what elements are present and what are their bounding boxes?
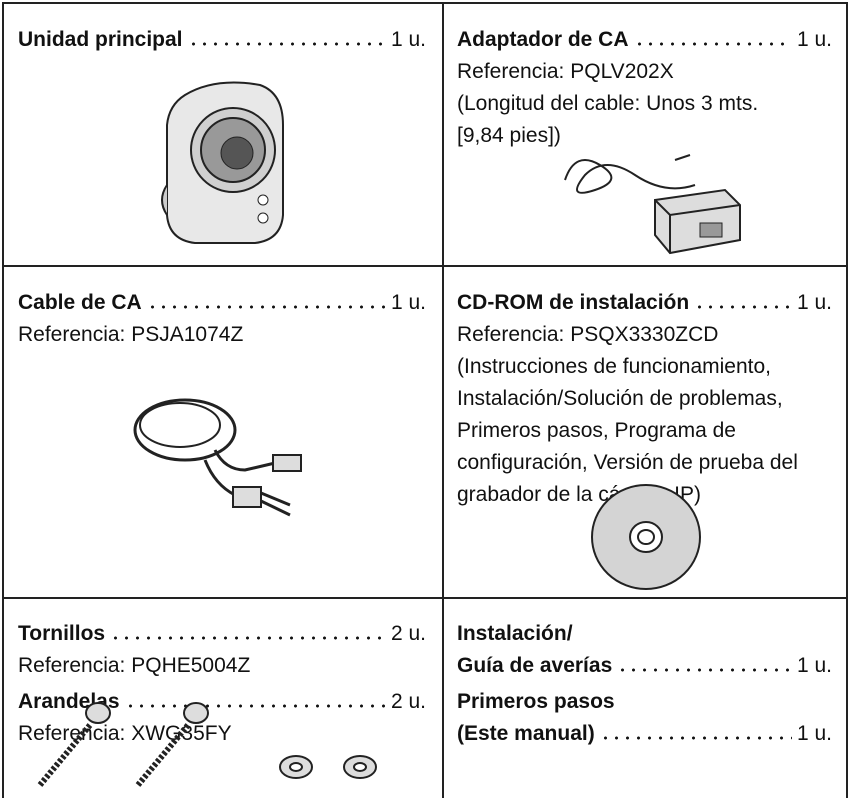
- border: [2, 2, 4, 798]
- item: Tornillos 2 u. Referencia: PQHE5004Z: [18, 618, 426, 682]
- cell: Instalación/Guía de averías 1 u. Primeros …: [457, 618, 832, 750]
- item-quantity: 2 u.: [390, 622, 426, 645]
- cell: Cable de CA 1 u. Referencia: PSJA1074Z: [18, 287, 426, 351]
- item-name: Guía de averías: [457, 654, 613, 677]
- cell: Adaptador de CA 1 u. Referencia: PQLV202X (…: [457, 24, 832, 152]
- dot-leader: [146, 295, 386, 309]
- item-quantity: 2 u.: [390, 690, 426, 713]
- item-quantity: 1 u.: [796, 28, 832, 51]
- item-heading: Primeros pasos: [457, 690, 615, 713]
- item: Cable de CA 1 u. Referencia: PSJA1074Z: [18, 287, 426, 351]
- border: [2, 597, 848, 599]
- item: Primeros pasos (Este manual) 1 u.: [457, 686, 832, 750]
- item: Unidad principal 1 u.: [18, 24, 426, 56]
- item-detail: Referencia: PSJA1074Z: [18, 323, 244, 346]
- item: Instalación/Guía de averías 1 u.: [457, 618, 832, 682]
- item-heading: Instalación/: [457, 622, 573, 645]
- cable-illustration: [133, 398, 302, 517]
- dot-leader: [694, 295, 792, 309]
- item-name: CD-ROM de instalación: [457, 291, 690, 314]
- item-detail: (Longitud del cable: Unos 3 mts.: [457, 92, 759, 115]
- border: [846, 2, 848, 798]
- dot-leader: [599, 726, 792, 740]
- dot-leader: [110, 626, 386, 640]
- item-quantity: 1 u.: [390, 28, 426, 51]
- cell: Unidad principal 1 u.: [18, 24, 426, 56]
- border: [2, 2, 848, 4]
- item-quantity: 1 u.: [796, 722, 832, 745]
- item-name: Tornillos: [18, 622, 106, 645]
- item-detail: Referencia: PQHE5004Z: [18, 654, 251, 677]
- item-detail: Instalación/Solución de problemas,: [457, 387, 783, 410]
- border: [2, 265, 848, 267]
- item-row: Guía de averías 1 u.: [457, 650, 832, 682]
- screws-illustration: [37, 702, 377, 787]
- item-row: Tornillos 2 u.: [18, 618, 426, 650]
- item-name: (Este manual): [457, 722, 595, 745]
- item-detail: configuración, Versión de prueba del: [457, 451, 798, 474]
- item-detail: Referencia: PSQX3330ZCD: [457, 323, 719, 346]
- item-quantity: 1 u.: [796, 291, 832, 314]
- item-row: Unidad principal 1 u.: [18, 24, 426, 56]
- dot-leader: [617, 658, 792, 672]
- item-row: (Este manual) 1 u.: [457, 718, 832, 750]
- item: Adaptador de CA 1 u. Referencia: PQLV202X (…: [457, 24, 832, 152]
- item-row: Adaptador de CA 1 u.: [457, 24, 832, 56]
- adapter-illustration: [564, 154, 741, 255]
- cd-illustration: [591, 484, 701, 590]
- item: CD-ROM de instalación 1 u. Referencia: PSQ…: [457, 287, 832, 511]
- dot-leader: [633, 32, 792, 46]
- item-name: Adaptador de CA: [457, 28, 629, 51]
- border: [442, 2, 444, 798]
- camera-illustration: [161, 81, 284, 244]
- item-quantity: 1 u.: [390, 291, 426, 314]
- cell: CD-ROM de instalación 1 u. Referencia: PSQ…: [457, 287, 832, 511]
- item-detail: Primeros pasos, Programa de: [457, 419, 736, 442]
- item-name: Unidad principal: [18, 28, 183, 51]
- item-detail: (Instrucciones de funcionamiento,: [457, 355, 772, 378]
- item-detail: Referencia: PQLV202X: [457, 60, 674, 83]
- item-detail: [9,84 pies]): [457, 124, 561, 147]
- item-name: Cable de CA: [18, 291, 142, 314]
- item-row: Cable de CA 1 u.: [18, 287, 426, 319]
- item-quantity: 1 u.: [796, 654, 832, 677]
- dot-leader: [187, 32, 386, 46]
- item-row: CD-ROM de instalación 1 u.: [457, 287, 832, 319]
